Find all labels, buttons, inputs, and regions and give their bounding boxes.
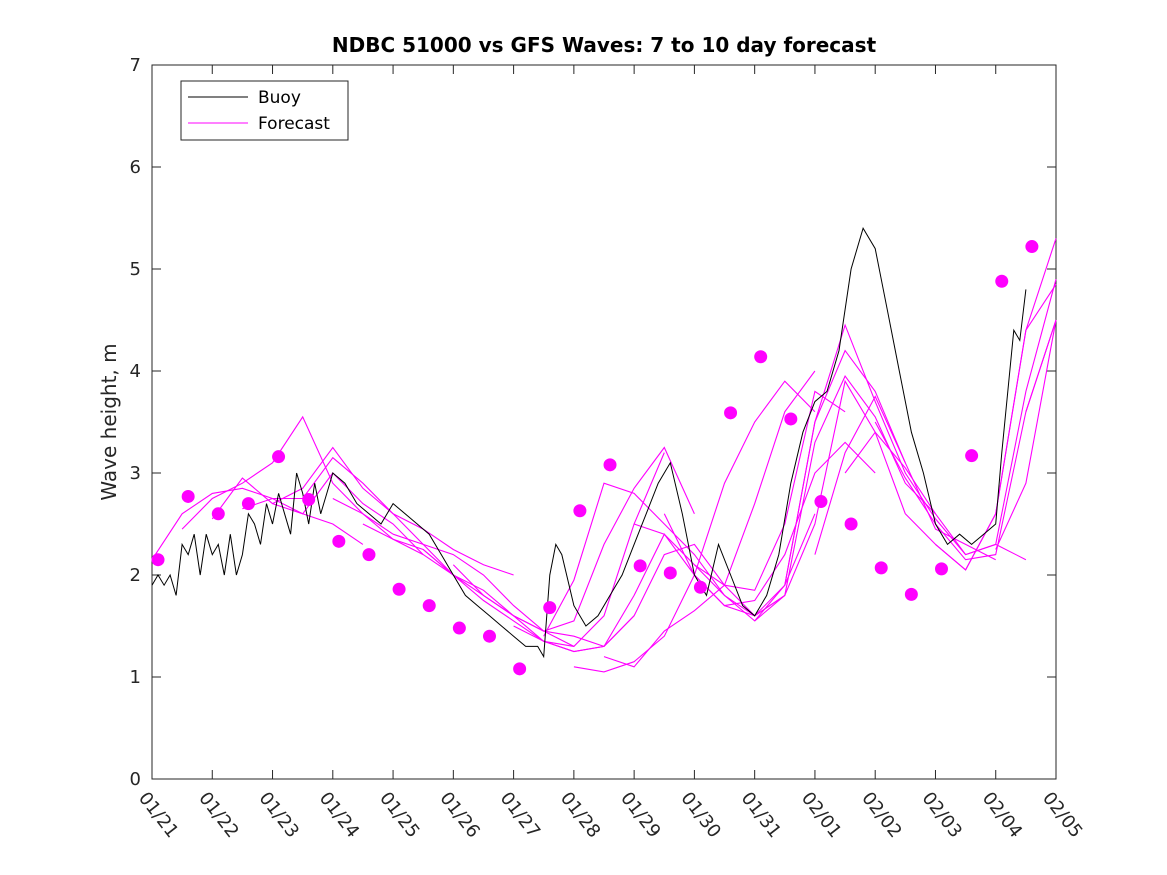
forecast-line — [211, 472, 424, 555]
x-tick-label: 01/30 — [676, 788, 724, 842]
legend: Buoy Forecast — [180, 80, 349, 141]
y-tick-label: 3 — [130, 463, 141, 484]
x-tick-label: 02/03 — [918, 788, 966, 842]
forecast-marker — [754, 350, 768, 364]
forecast-marker — [482, 629, 496, 643]
forecast-line — [543, 482, 816, 637]
buoy-series — [151, 226, 1027, 659]
forecast-line — [663, 441, 876, 607]
forecast-marker — [151, 553, 165, 567]
forecast-line — [754, 375, 936, 622]
forecast-line — [513, 533, 786, 653]
x-tick-label: 01/25 — [375, 788, 423, 842]
forecast-marker — [332, 534, 346, 548]
forecast-marker — [814, 495, 828, 509]
forecast-marker — [633, 559, 647, 573]
forecast-line — [814, 395, 996, 561]
y-tick-label: 7 — [130, 55, 141, 76]
y-tick-labels: 0 1 2 3 4 5 6 7 — [130, 55, 141, 790]
x-tick-labels: 01/21 01/22 01/23 01/24 01/25 01/26 01/27 01/28… — [134, 788, 1086, 842]
x-tick-label: 01/24 — [315, 788, 363, 842]
forecast-marker — [543, 601, 557, 615]
chart-title: NDBC 51000 vs GFS Waves: 7 to 10 day for… — [332, 33, 877, 57]
y-tick-label: 2 — [130, 565, 141, 586]
forecast-marker — [934, 562, 948, 576]
forecast-marker — [211, 507, 225, 521]
forecast-marker — [573, 504, 587, 518]
forecast-marker — [904, 587, 918, 601]
forecast-marker — [784, 412, 798, 426]
plot-area — [151, 64, 1057, 780]
y-axis-label: Wave height, m — [97, 343, 121, 500]
legend-box — [180, 80, 349, 141]
legend-buoy-label: Buoy — [258, 88, 301, 108]
forecast-marker — [181, 489, 195, 503]
forecast-line — [995, 319, 1057, 550]
x-tick-label: 01/27 — [496, 788, 544, 842]
x-tick-label: 02/01 — [797, 788, 845, 842]
y-tick-label: 6 — [130, 157, 141, 178]
forecast-marker — [452, 621, 466, 635]
axis-ticks — [151, 64, 1057, 780]
forecast-line — [784, 323, 967, 586]
y-tick-label: 0 — [130, 769, 141, 790]
forecast-line — [272, 446, 514, 576]
forecast-line — [151, 487, 364, 561]
x-tick-label: 01/28 — [556, 788, 604, 842]
x-tick-label: 01/22 — [194, 788, 242, 842]
x-tick-label: 02/05 — [1038, 788, 1086, 842]
forecast-line — [603, 370, 816, 668]
forecast-line — [1025, 319, 1057, 412]
forecast-marker — [422, 599, 436, 613]
forecast-line — [181, 415, 394, 535]
forecast-marker — [844, 517, 858, 531]
forecast-line — [935, 238, 1057, 571]
x-tick-label: 01/23 — [255, 788, 303, 842]
forecast-marker — [965, 449, 979, 463]
forecast-marker — [392, 582, 406, 596]
forecast-line — [965, 279, 1057, 556]
forecast-line — [422, 446, 695, 632]
y-tick-label: 1 — [130, 667, 141, 688]
forecast-marker — [874, 561, 888, 575]
forecast-markers — [151, 240, 1039, 676]
forecast-marker — [724, 406, 738, 420]
forecast-marker — [663, 566, 677, 580]
x-tick-label: 01/26 — [435, 788, 483, 842]
forecast-marker — [603, 458, 617, 472]
forecast-marker — [302, 493, 316, 507]
x-tick-label: 01/21 — [134, 788, 182, 842]
x-tick-label: 02/02 — [857, 788, 905, 842]
forecast-marker — [1025, 240, 1039, 254]
buoy-line — [151, 226, 1027, 659]
forecast-marker — [241, 497, 255, 511]
forecast-marker — [693, 580, 707, 594]
forecast-marker — [995, 274, 1009, 288]
forecast-marker — [272, 450, 286, 464]
x-tick-label: 02/04 — [978, 788, 1026, 842]
x-tick-label: 01/29 — [616, 788, 664, 842]
forecast-marker — [362, 548, 376, 562]
x-tick-label: 01/31 — [737, 788, 785, 842]
y-tick-label: 5 — [130, 259, 141, 280]
forecast-marker — [513, 662, 527, 676]
legend-forecast-label: Forecast — [258, 114, 330, 134]
y-tick-label: 4 — [130, 361, 141, 382]
